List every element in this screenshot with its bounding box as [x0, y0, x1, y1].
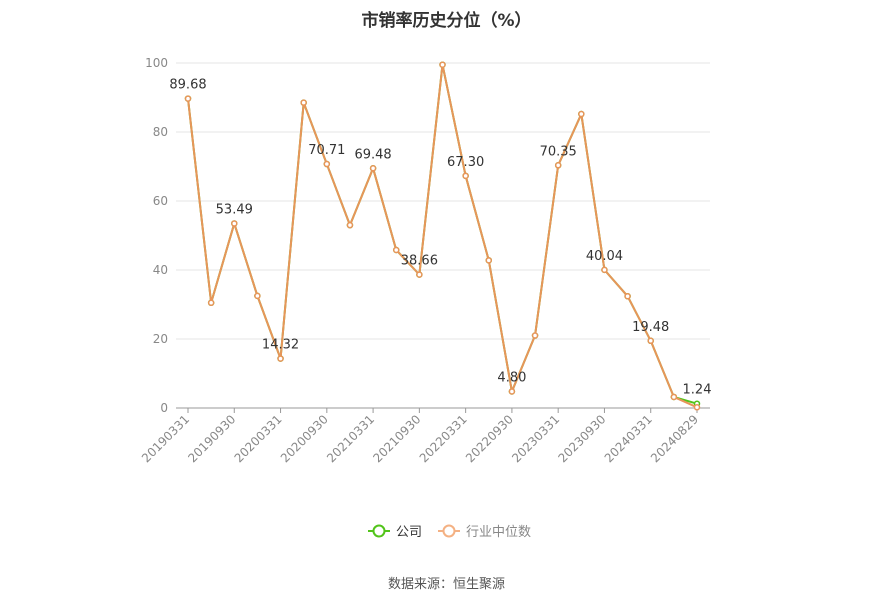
data-point	[323, 160, 331, 168]
data-label: 89.68	[169, 78, 206, 93]
x-tick-label: 20230331	[509, 412, 562, 465]
legend-marker	[372, 524, 386, 538]
data-label: 1.24	[683, 383, 712, 398]
x-tick-label: 20210331	[324, 412, 377, 465]
data-point	[508, 388, 516, 395]
data-label: 70.71	[308, 143, 345, 158]
data-point	[601, 266, 608, 274]
y-tick-label: 80	[153, 125, 168, 139]
x-tick-label: 20240331	[602, 412, 655, 465]
y-tick-label: 0	[160, 401, 168, 415]
series-line	[187, 63, 698, 409]
y-tick-label: 100	[145, 56, 168, 70]
series-lines	[184, 61, 701, 411]
data-point	[462, 172, 469, 180]
legend-marker	[442, 524, 456, 538]
data-label: 4.80	[497, 370, 526, 385]
data-label: 38.66	[401, 254, 438, 269]
data-point	[439, 61, 446, 68]
data-point	[231, 220, 238, 227]
data-point	[277, 355, 284, 362]
data-label: 53.49	[216, 202, 253, 217]
data-label: 70.35	[540, 144, 577, 159]
y-tick-label: 20	[153, 332, 168, 346]
x-tick-label: 20200331	[232, 412, 285, 465]
data-label: 69.48	[354, 147, 391, 162]
data-point	[531, 332, 539, 339]
data-point	[416, 271, 423, 278]
y-tick-label: 60	[153, 194, 168, 208]
legend-label: 公司	[396, 525, 422, 540]
x-tick-label: 20190930	[185, 412, 238, 465]
x-tick-label: 20190331	[139, 412, 192, 465]
data-point	[670, 393, 678, 401]
data-point	[300, 99, 307, 106]
data-point	[392, 246, 400, 254]
data-point	[578, 110, 585, 118]
data-label: 19.48	[632, 320, 669, 335]
series-line	[187, 63, 698, 405]
data-point	[184, 95, 192, 102]
source-note: 数据来源：恒生聚源	[387, 577, 505, 592]
x-tick-label: 20220331	[417, 412, 470, 465]
data-point	[554, 162, 562, 169]
data-point	[346, 221, 354, 229]
data-point	[485, 257, 493, 264]
legend: 公司 行业中位数	[368, 524, 531, 540]
data-label: 40.04	[586, 249, 623, 264]
legend-label: 行业中位数	[466, 525, 531, 540]
x-tick-label: 20220930	[463, 412, 516, 465]
y-tick-label: 40	[153, 263, 168, 277]
x-tick-label: 20230930	[555, 412, 608, 465]
x-tick-label: 20210930	[370, 412, 423, 465]
x-tick-label: 20240829	[648, 412, 701, 465]
data-point	[369, 165, 377, 172]
data-label: 14.32	[262, 338, 299, 353]
data-point	[693, 404, 701, 411]
data-label: 67.30	[447, 155, 484, 170]
data-point	[647, 337, 654, 345]
chart-title: 市销率历史分位（%）	[361, 11, 532, 31]
data-labels: 89.68 53.49 14.32 70.71 69.48 38.66 67.30 4.80 7…	[169, 78, 711, 398]
x-tick-label: 20200930	[278, 412, 331, 465]
data-point	[624, 292, 631, 300]
data-point	[207, 299, 215, 307]
data-point	[254, 292, 261, 300]
